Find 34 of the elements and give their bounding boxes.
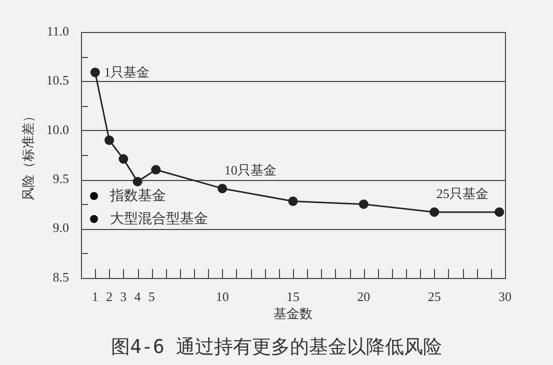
x-tick-label: 2 bbox=[106, 289, 113, 304]
point bbox=[118, 154, 128, 164]
x-tick-label: 30 bbox=[498, 289, 512, 304]
point bbox=[132, 176, 142, 186]
x-tick-label: 4 bbox=[134, 289, 142, 304]
text: 图4-6 通过持有更多的基金以降低风险 bbox=[110, 335, 443, 360]
annotation: 1只基金 bbox=[104, 64, 150, 80]
x-axis-title: 基金数 bbox=[274, 306, 312, 321]
point bbox=[104, 135, 114, 145]
y-tick-label: 9.5 bbox=[52, 171, 69, 186]
point bbox=[90, 68, 100, 78]
point bbox=[430, 207, 440, 217]
point bbox=[494, 207, 504, 217]
y-tick-label: 8.5 bbox=[52, 269, 69, 284]
y-tick-label: 10.5 bbox=[46, 72, 69, 88]
x-tick-label: 3 bbox=[120, 289, 127, 304]
y-axis-title: 风险（标准差） bbox=[20, 110, 36, 200]
x-tick-label: 1 bbox=[92, 289, 98, 304]
y-tick-label: 11.0 bbox=[46, 23, 69, 38]
point bbox=[288, 196, 298, 206]
annotation: 指数基金 bbox=[110, 188, 166, 204]
y-tick-label: 10.0 bbox=[46, 122, 69, 137]
y-tick-label: 9.0 bbox=[52, 220, 69, 236]
x-tick-label: 5 bbox=[148, 289, 155, 304]
x-tick-label: 20 bbox=[357, 289, 370, 304]
annotation: 大型混合型基金 bbox=[110, 210, 208, 228]
point bbox=[358, 199, 368, 209]
x-tick-label: 15 bbox=[286, 289, 300, 304]
x-tick-label: 25 bbox=[428, 289, 441, 304]
point bbox=[151, 165, 161, 175]
x-tick-label: 10 bbox=[216, 289, 229, 304]
point bbox=[218, 184, 228, 194]
annotation: 10只基金 bbox=[224, 162, 276, 178]
annotation: 25只基金 bbox=[436, 186, 488, 202]
